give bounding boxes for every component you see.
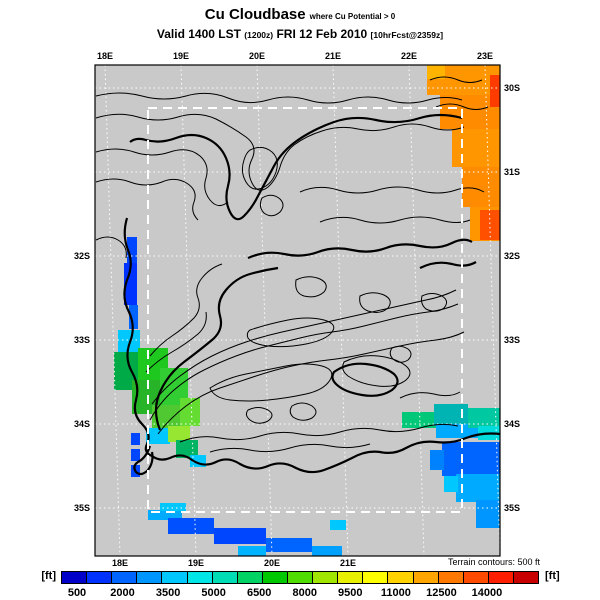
colorbar-tick-labels: 500 2000 3500 5000 6500 8000 9500 11000 12500 140… — [61, 587, 539, 599]
lon-label-bottom-19e: 19E — [187, 558, 205, 568]
lon-label-top-18e: 18E — [96, 51, 114, 61]
colorbar-segment — [313, 572, 339, 583]
colorbar-segment — [413, 572, 439, 583]
lon-label-top-23e: 23E — [476, 51, 494, 61]
lon-label-top-22e: 22E — [400, 51, 418, 61]
colorbar-segment — [513, 572, 539, 583]
lat-label-right-33s: 33S — [504, 335, 521, 345]
plot-title: Cu Cloudbase where Cu Potential > 0 — [0, 6, 600, 24]
colorbar-segment — [388, 572, 414, 583]
inner-domain-boundary — [147, 107, 463, 513]
colorbar-tick-8000: 8000 — [292, 587, 317, 599]
lon-label-top-20e: 20E — [248, 51, 266, 61]
colorbar-segment — [463, 572, 489, 583]
lon-label-top-19e: 19E — [172, 51, 190, 61]
colorbar-segment — [162, 572, 188, 583]
colorbar-segment — [62, 572, 88, 583]
colorbar — [61, 571, 539, 584]
title-main: Cu Cloudbase — [204, 6, 306, 23]
valid-prefix: Valid 1400 LST — [156, 27, 241, 41]
colorbar-segment — [438, 572, 464, 583]
colorbar-segment — [338, 572, 364, 583]
lon-label-top-21e: 21E — [324, 51, 342, 61]
title-subtitle: where Cu Potential > 0 — [309, 12, 396, 21]
map-frame — [94, 64, 501, 557]
lat-label-left-34s: 34S — [73, 419, 90, 429]
colorbar-segment — [112, 572, 138, 583]
colorbar-segment — [212, 572, 238, 583]
colorbar-tick-11000: 11000 — [380, 587, 411, 599]
lat-lon-grid-lines — [95, 64, 501, 557]
colorbar-segment — [137, 572, 163, 583]
colorbar-unit-right: [ft] — [545, 570, 560, 582]
colorbar-segment — [262, 572, 288, 583]
colorbar-tick-500: 500 — [67, 587, 87, 599]
map-background — [95, 65, 500, 556]
coastline-and-major-contours — [123, 113, 501, 476]
lon-label-bottom-18e: 18E — [111, 558, 129, 568]
colorbar-tick-14000: 14000 — [471, 587, 503, 599]
lat-label-right-35s: 35S — [504, 503, 521, 513]
colorbar-tick-12500: 12500 — [426, 587, 457, 599]
lat-label-left-32s: 32S — [73, 251, 90, 261]
colorbar-tick-6500: 6500 — [246, 587, 272, 599]
colorbar-segment — [187, 572, 213, 583]
colorbar-segment — [87, 572, 113, 583]
colorbar-segment — [237, 572, 263, 583]
colorbar-segment — [287, 572, 314, 583]
colorbar-tick-2000: 2000 — [110, 587, 135, 599]
colorbar-tick-3500: 3500 — [155, 587, 181, 599]
colorbar-segment — [363, 572, 389, 583]
colorbar-tick-9500: 9500 — [338, 587, 363, 599]
lat-label-right-30s: 30S — [504, 83, 521, 93]
colorbar-unit-left: [ft] — [41, 570, 56, 582]
terrain-note: Terrain contours: 500 ft — [447, 557, 540, 567]
lon-label-bottom-20e: 20E — [263, 558, 281, 568]
lat-label-left-33s: 33S — [73, 335, 90, 345]
valid-zulu: (1200z) — [244, 30, 274, 40]
colorbar-tick-5000: 5000 — [201, 587, 226, 599]
lon-label-bottom-21e: 21E — [339, 558, 357, 568]
valid-fcst: [10hrFcst@2359z] — [370, 30, 444, 40]
lat-label-right-32s: 32S — [504, 251, 521, 261]
lat-label-right-34s: 34S — [504, 419, 521, 429]
lat-label-right-31s: 31S — [504, 167, 521, 177]
lat-label-left-35s: 35S — [73, 503, 90, 513]
valid-time-line: Valid 1400 LST (1200z) FRI 12 Feb 2010 [… — [0, 27, 600, 41]
valid-date: FRI 12 Feb 2010 — [276, 27, 368, 41]
colorbar-segment — [488, 572, 514, 583]
